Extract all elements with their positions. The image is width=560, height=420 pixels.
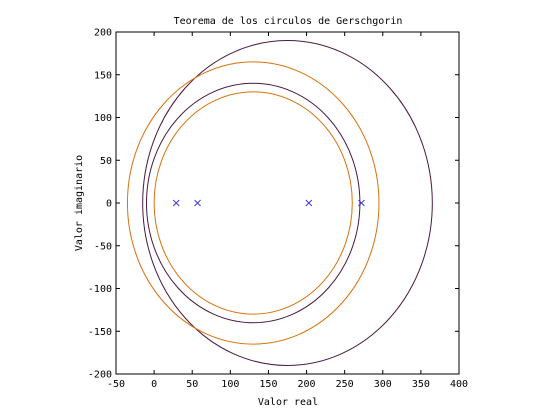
y-tick-label: 50 [100,156,112,167]
y-tick-label: -100 [88,284,112,295]
chart-title: Teorema de los circulos de Gerschgorin [174,16,403,27]
x-tick-label: 50 [186,379,198,390]
y-tick-label: 0 [106,199,112,210]
x-tick-label: 300 [374,379,392,390]
eigenvalue-marker [172,199,180,207]
eigenvalue-marker [194,199,201,207]
plot-frame [115,31,460,375]
x-tick-label: 250 [336,379,354,390]
gerschgorin-circle-2 [126,61,380,345]
x-tick-label: 100 [221,379,239,390]
point-layer [172,199,365,207]
y-tick-label: -50 [94,241,112,252]
x-tick-label: 200 [298,379,316,390]
y-tick-label: 100 [94,113,112,124]
x-tick-label: -50 [107,379,125,390]
gerschgorin-circle-3 [145,82,361,324]
eigenvalue-marker [305,199,313,207]
y-tick-label: -200 [88,370,112,381]
y-tick-label: 150 [94,70,112,81]
eigenvalue-marker [358,199,365,207]
y-tick-label: -150 [88,327,112,338]
x-tick-label: 350 [412,379,430,390]
x-axis-label: Valor real [258,397,318,408]
y-axis-label: Valor imaginario [74,155,85,251]
circle-layer [126,40,433,366]
gerschgorin-circle-4 [153,91,353,315]
x-tick-label: 150 [259,379,277,390]
x-tick-label: 0 [151,379,157,390]
x-tick-label: 400 [450,379,468,390]
tick-layer: -50 0 50 100 150 200 250 300 350 400 -200 -150 -100 -… [88,28,468,391]
gerschgorin-circle-1 [142,40,433,366]
y-tick-label: 200 [94,28,112,39]
